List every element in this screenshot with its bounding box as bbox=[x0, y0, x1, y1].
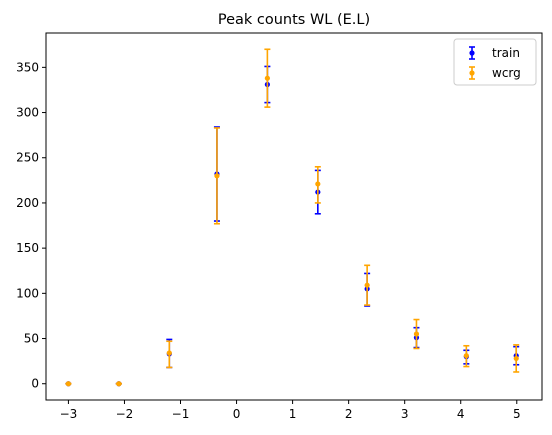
y-tick-label: 200 bbox=[16, 196, 39, 210]
wcrg-point bbox=[264, 75, 270, 81]
x-tick-label: 3 bbox=[401, 407, 409, 421]
x-tick-label: 0 bbox=[233, 407, 241, 421]
legend-train-label: train bbox=[492, 46, 520, 60]
y-tick-label: 0 bbox=[31, 377, 39, 391]
x-tick-label: −3 bbox=[60, 407, 78, 421]
wcrg-point bbox=[214, 173, 220, 179]
legend-wcrg-label: wcrg bbox=[492, 66, 521, 80]
y-tick-label: 250 bbox=[16, 151, 39, 165]
y-tick-label: 300 bbox=[16, 106, 39, 120]
wcrg-point bbox=[413, 331, 420, 337]
wcrg-point bbox=[116, 381, 122, 387]
wcrg-point bbox=[513, 355, 519, 362]
y-tick-label: 350 bbox=[16, 60, 39, 74]
wcrg-point bbox=[65, 381, 72, 387]
y-tick-label: 50 bbox=[24, 332, 39, 346]
legend: train wcrg bbox=[453, 38, 537, 86]
x-tick-label: 5 bbox=[513, 407, 521, 421]
y-tick-label: 100 bbox=[16, 286, 39, 300]
x-tick-label: 2 bbox=[345, 407, 353, 421]
y-tick-label: 150 bbox=[16, 241, 39, 255]
wcrg-point bbox=[166, 350, 172, 356]
wcrg-point bbox=[463, 353, 469, 359]
series-wcrg bbox=[65, 48, 520, 387]
plot-area bbox=[65, 48, 520, 387]
x-tick-label: 1 bbox=[289, 407, 297, 421]
x-tick-label: 4 bbox=[457, 407, 465, 421]
legend-wcrg-marker bbox=[469, 70, 475, 76]
plot-frame bbox=[45, 32, 543, 401]
wcrg-point bbox=[364, 282, 370, 288]
chart-title: Peak counts WL (E.L) bbox=[218, 12, 370, 28]
legend-train-marker bbox=[469, 50, 475, 56]
x-tick-label: −1 bbox=[172, 407, 190, 421]
series-train bbox=[65, 65, 520, 387]
wcrg-point bbox=[315, 181, 321, 187]
x-tick-label: −2 bbox=[116, 407, 134, 421]
